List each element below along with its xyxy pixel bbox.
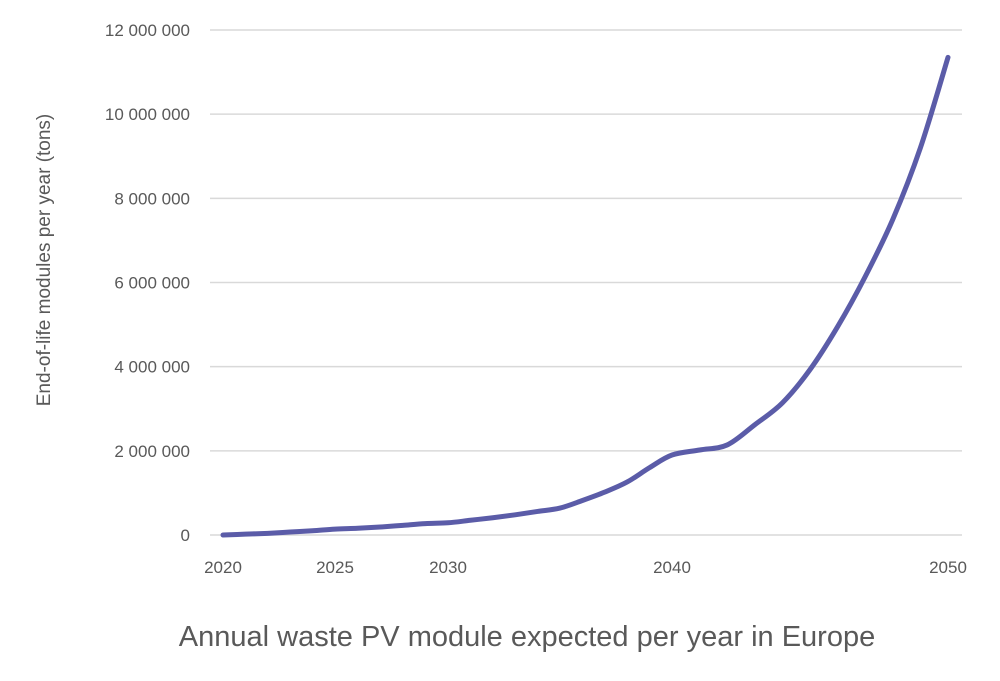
x-tick-label: 2020 [204, 558, 242, 577]
x-tick-label: 2040 [653, 558, 691, 577]
x-tick-label: 2030 [429, 558, 467, 577]
y-tick-label: 10 000 000 [105, 105, 190, 124]
series-line [220, 54, 951, 538]
y-tick-label: 12 000 000 [105, 21, 190, 40]
y-tick-label: 4 000 000 [114, 358, 190, 377]
y-tick-label: 6 000 000 [114, 274, 190, 293]
y-tick-label: 0 [181, 526, 190, 545]
x-tick-label: 2050 [929, 558, 967, 577]
gridlines [210, 29, 962, 536]
y-tick-label: 2 000 000 [114, 442, 190, 461]
y-axis-label: End-of-life modules per year (tons) [34, 114, 55, 407]
x-tick-label: 2025 [316, 558, 354, 577]
y-tick-label: 8 000 000 [114, 189, 190, 208]
chart-title: Annual waste PV module expected per year… [179, 621, 875, 653]
y-axis-ticks: 0 2 000 000 4 000 000 6 000 000 8 000 000 10 … [105, 21, 190, 545]
x-axis-ticks: 2020 2025 2030 2040 2050 [204, 558, 967, 577]
